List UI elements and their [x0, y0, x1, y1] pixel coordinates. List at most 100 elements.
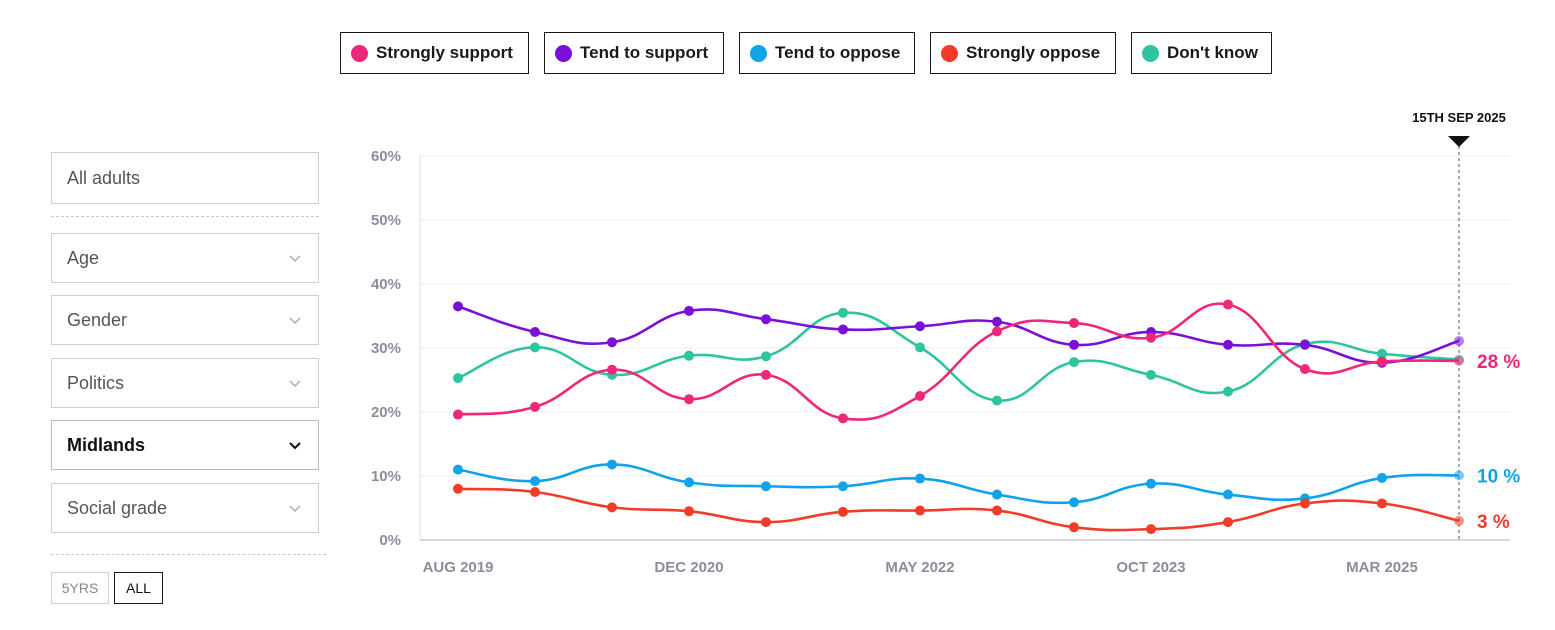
legend-item-strongly-oppose[interactable]: Strongly oppose	[930, 32, 1116, 74]
data-point-strongly-oppose	[1300, 498, 1310, 509]
data-point-tend-to-support	[1069, 339, 1079, 350]
x-tick-label: MAR 2025	[1346, 559, 1418, 576]
y-tick-label: 20%	[371, 404, 401, 421]
data-point-strongly-support	[1223, 299, 1233, 310]
data-point-strongly-oppose	[684, 506, 694, 517]
data-point-tend-to-oppose	[992, 489, 1002, 500]
data-point-strongly-oppose	[915, 505, 925, 516]
data-point-strongly-support	[992, 326, 1002, 337]
data-point-tend-to-oppose	[530, 476, 540, 487]
data-point-strongly-oppose	[530, 487, 540, 497]
legend-item-don-t-know[interactable]: Don't know	[1131, 32, 1272, 74]
data-point-don-t-know	[1146, 369, 1156, 380]
data-point-tend-to-oppose	[1069, 497, 1079, 508]
chevron-down-icon	[289, 505, 301, 513]
series-line-tend-to-oppose	[457, 463, 1460, 505]
region-dropdown[interactable]: Midlands	[51, 420, 319, 470]
data-point-tend-to-oppose	[838, 481, 848, 492]
data-point-tend-to-oppose	[1223, 489, 1233, 500]
data-point-tend-to-oppose	[1377, 472, 1387, 483]
data-point-tend-to-oppose	[453, 464, 463, 475]
divider	[51, 216, 319, 217]
legend-label: Strongly support	[376, 43, 513, 62]
series-line-strongly-support	[457, 302, 1460, 421]
data-point-tend-to-support	[684, 305, 694, 316]
data-point-strongly-oppose	[992, 505, 1002, 516]
x-tick-label: AUG 2019	[423, 559, 494, 576]
chevron-down-icon	[289, 380, 301, 388]
data-point-tend-to-support	[1454, 335, 1464, 346]
range-all-button[interactable]: ALL	[114, 572, 163, 604]
legend-item-tend-to-support[interactable]: Tend to support	[544, 32, 724, 74]
y-tick-label: 10%	[371, 468, 401, 485]
data-point-tend-to-oppose	[1146, 478, 1156, 489]
legend-item-strongly-support[interactable]: Strongly support	[340, 32, 529, 74]
data-point-tend-to-oppose	[684, 477, 694, 488]
data-point-strongly-support	[607, 364, 617, 375]
chevron-down-icon	[289, 442, 301, 450]
legend-dot	[941, 44, 958, 62]
gender-dropdown[interactable]: Gender	[51, 295, 319, 345]
data-point-tend-to-support	[453, 301, 463, 312]
series-line-don-t-know	[457, 311, 1460, 402]
data-point-strongly-support	[453, 409, 463, 420]
politics-dropdown[interactable]: Politics	[51, 358, 319, 408]
social-grade-dropdown[interactable]: Social grade	[51, 483, 319, 533]
y-tick-label: 40%	[371, 276, 401, 293]
x-tick-label: OCT 2023	[1116, 559, 1185, 576]
data-point-strongly-oppose	[1223, 517, 1233, 528]
data-point-don-t-know	[530, 342, 540, 353]
politics-label: Politics	[67, 372, 125, 393]
data-point-don-t-know	[992, 395, 1002, 406]
data-point-strongly-support	[684, 394, 694, 405]
divider	[51, 554, 326, 555]
data-point-don-t-know	[1069, 357, 1079, 368]
x-tick-label: MAY 2022	[885, 559, 954, 576]
chevron-down-icon	[289, 255, 301, 263]
legend-label: Tend to support	[580, 43, 709, 62]
data-point-strongly-oppose	[1454, 515, 1464, 526]
age-dropdown[interactable]: Age	[51, 233, 319, 283]
series-line-tend-to-support	[457, 305, 1460, 365]
end-value-label: 10 %	[1477, 466, 1520, 487]
y-tick-label: 30%	[371, 340, 401, 357]
data-point-strongly-support	[1300, 364, 1310, 375]
data-point-tend-to-support	[607, 337, 617, 348]
y-tick-label: 60%	[371, 148, 401, 165]
age-label: Age	[67, 247, 100, 268]
legend-dot	[351, 44, 368, 62]
data-point-tend-to-support	[1300, 339, 1310, 350]
data-point-strongly-support	[1146, 332, 1156, 343]
data-point-don-t-know	[761, 351, 771, 362]
x-tick-label: DEC 2020	[654, 559, 723, 576]
data-point-strongly-oppose	[1377, 498, 1387, 509]
data-point-tend-to-support	[530, 327, 540, 337]
end-value-label: 3 %	[1477, 512, 1510, 533]
data-point-strongly-support	[838, 413, 848, 424]
data-point-strongly-support	[761, 369, 771, 380]
data-point-tend-to-support	[838, 324, 848, 335]
series-line-strongly-oppose	[457, 487, 1460, 532]
social-grade-label: Social grade	[67, 497, 168, 518]
data-point-don-t-know	[915, 342, 925, 353]
gender-label: Gender	[67, 309, 128, 330]
legend-item-tend-to-oppose[interactable]: Tend to oppose	[739, 32, 915, 74]
data-point-strongly-support	[1377, 356, 1387, 367]
data-point-don-t-know	[838, 307, 848, 318]
legend-dot	[555, 44, 572, 62]
y-tick-label: 50%	[371, 212, 401, 229]
data-point-strongly-support	[1069, 318, 1079, 329]
data-point-don-t-know	[684, 350, 694, 361]
audience-select[interactable]: All adults	[51, 152, 319, 204]
data-point-tend-to-oppose	[915, 473, 925, 484]
data-point-strongly-oppose	[1069, 522, 1079, 533]
legend-dot	[1142, 44, 1159, 62]
data-point-strongly-oppose	[838, 506, 848, 517]
data-point-strongly-support	[915, 391, 925, 401]
data-point-strongly-oppose	[453, 483, 463, 494]
marker-date-label: 15TH SEP 2025	[1412, 110, 1506, 125]
region-label: Midlands	[67, 434, 146, 455]
legend-label: Strongly oppose	[966, 43, 1101, 62]
range-5yrs-button[interactable]: 5YRS	[51, 572, 109, 604]
